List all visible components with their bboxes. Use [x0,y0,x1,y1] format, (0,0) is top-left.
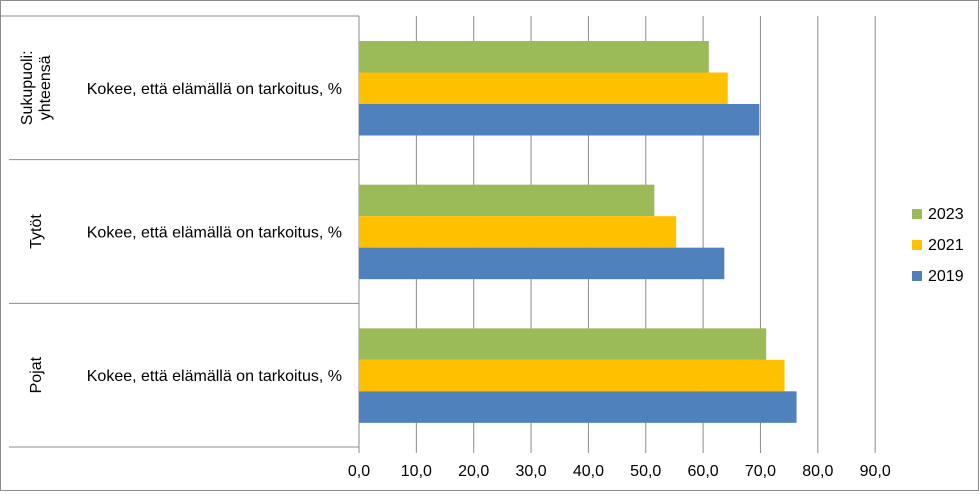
category-label: Kokee, että elämällä on tarkoitus, % [87,81,342,98]
category-label: Kokee, että elämällä on tarkoitus, % [87,368,342,385]
legend-label: 2023 [928,206,964,223]
group-label-line: Sukupuoli: [19,50,36,125]
bar-2023 [359,328,767,360]
bar-2023 [359,41,709,73]
bar-2019 [359,247,725,280]
group-label-line: Pojat [28,356,45,393]
bar-2021 [359,359,785,392]
group-labels: Sukupuoli: yhteensä Tytöt Pojat [19,50,54,393]
legend-item: 2023 [912,206,964,223]
bar-2019 [359,391,797,423]
group-label: Tytöt [28,214,45,249]
legend-item: 2019 [912,268,964,285]
x-tick-label: 90,0 [860,463,891,480]
x-tick-label: 50,0 [630,463,661,480]
x-tick-label: 40,0 [573,463,604,480]
x-tick-label: 80,0 [802,463,833,480]
x-tick-label: 0,0 [348,463,370,480]
legend-swatch [912,240,922,250]
group-label-line: yhteensä [37,55,54,120]
legend-swatch [912,209,922,219]
x-tick-label: 70,0 [745,463,776,480]
category-label: Kokee, että elämällä on tarkoitus, % [87,225,342,242]
x-tick-label: 30,0 [515,463,546,480]
bars [359,41,797,423]
x-tick-label: 20,0 [458,463,489,480]
category-labels: Kokee, että elämällä on tarkoitus, % Koke… [87,81,342,385]
legend-item: 2021 [912,237,964,254]
x-tick-label: 10,0 [401,463,432,480]
legend-label: 2021 [928,237,964,254]
group-label: Sukupuoli: yhteensä [19,50,54,125]
bar-2021 [359,72,728,104]
legend-swatch [912,271,922,281]
x-tick-label: 60,0 [688,463,719,480]
bar-2023 [359,184,655,217]
group-label: Pojat [28,356,45,393]
bar-2021 [359,216,677,248]
legend-label: 2019 [928,268,964,285]
x-axis-tick-labels: 0,0 10,0 20,0 30,0 40,0 50,0 60,0 70,0 80,0 90,0 [348,463,891,480]
legend: 2023 2021 2019 [912,206,964,285]
group-label-line: Tytöt [28,214,45,249]
bar-2019 [359,104,760,136]
